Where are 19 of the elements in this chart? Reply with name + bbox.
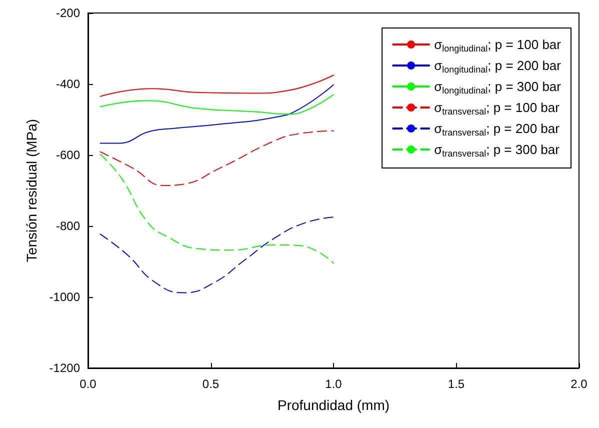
y-tick-label: -1000 — [49, 290, 80, 304]
y-tick-label: -400 — [56, 77, 80, 91]
x-tick-label: 0.5 — [202, 377, 220, 391]
x-tick-label: 1.0 — [325, 377, 342, 391]
y-axis-title: Tensión residual (MPa) — [23, 118, 40, 262]
x-tick-label: 1.5 — [448, 377, 465, 391]
y-tick-label: -600 — [56, 148, 80, 162]
y-tick-label: -1200 — [49, 361, 80, 375]
y-tick-label: -800 — [56, 219, 80, 233]
y-tick-label: -200 — [56, 6, 80, 20]
line-series — [100, 94, 334, 115]
x-tick-label: 2.0 — [570, 377, 588, 391]
line-series — [100, 84, 334, 144]
line-series — [100, 74, 334, 97]
line-series — [100, 154, 334, 264]
x-tick-label: 0.0 — [80, 377, 97, 391]
x-axis-title: Profundidad (mm) — [277, 397, 390, 413]
line-series — [100, 130, 334, 186]
line-series — [100, 216, 334, 294]
